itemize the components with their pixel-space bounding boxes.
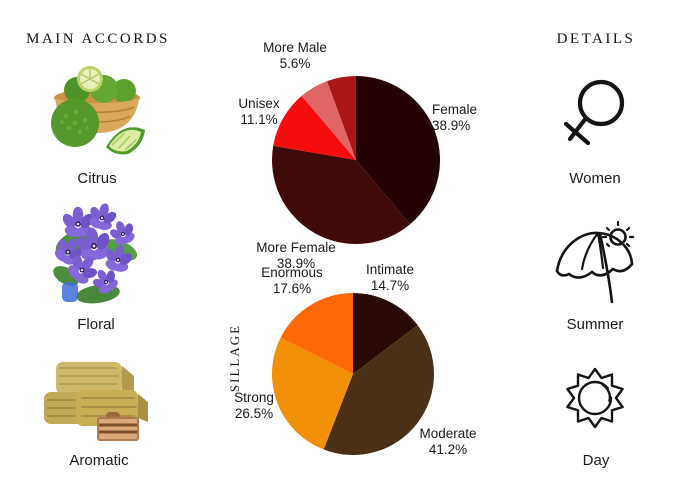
pie2-label-enormous: Enormous 17.6% (261, 265, 323, 296)
pie-slice-enormous (280, 293, 353, 374)
pie-slice-more-female (272, 145, 411, 244)
detail-summer-label: Summer (566, 316, 624, 333)
pie1-label-more-female: More Female 38.9% (256, 240, 336, 271)
pie-slice-intimate (353, 293, 418, 374)
pie1-label-more-male: More Male 5.6% (263, 40, 327, 71)
gender-pie-chart (272, 76, 440, 244)
accord-aromatic-label: Aromatic (69, 452, 129, 469)
pie2-label-strong: Strong 26.5% (234, 390, 274, 421)
main-accords-title: MAIN ACCORDS (26, 31, 170, 47)
detail-women-label: Women (569, 170, 621, 187)
pie-slice-moderate (323, 325, 434, 455)
beach-umbrella-sun-icon (555, 220, 635, 304)
pie1-label-unisex: Unisex 11.1% (238, 96, 280, 127)
pie-slice-strong (272, 337, 353, 450)
detail-day-label: Day (582, 452, 610, 469)
sun-icon (566, 367, 624, 429)
aromatic-image (44, 362, 148, 441)
sillage-axis-label: SILLAGE (227, 323, 242, 393)
pie-slice-unisex (273, 95, 356, 160)
details-title: DETAILS (556, 31, 636, 47)
pie1-label-female: Female 38.9% (432, 102, 478, 133)
female-gender-icon (563, 79, 625, 146)
citrus-image (51, 66, 145, 155)
pie-slice-unlabeled (327, 76, 356, 160)
sillage-pie-chart (272, 293, 434, 455)
accord-floral-label: Floral (77, 316, 115, 333)
floral-image (48, 199, 141, 304)
pie-slice-female (356, 76, 440, 225)
accord-citrus-label: Citrus (77, 170, 117, 187)
pie2-label-moderate: Moderate 41.2% (419, 426, 477, 457)
pie2-label-intimate: Intimate 14.7% (365, 262, 415, 293)
pie-slice-more-male (301, 81, 356, 160)
